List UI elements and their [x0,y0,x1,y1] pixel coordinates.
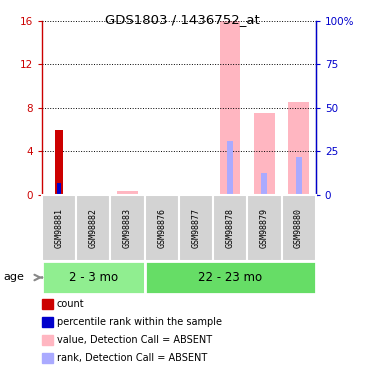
Text: GSM98881: GSM98881 [55,208,64,248]
Text: GSM98879: GSM98879 [260,208,269,248]
Bar [261,173,268,195]
Bar [145,195,179,261]
Bar [220,21,241,195]
Bar [55,130,63,195]
Bar [42,195,76,261]
Text: age: age [4,273,24,282]
Text: GSM98877: GSM98877 [192,208,200,248]
Text: GSM98876: GSM98876 [157,208,166,248]
Bar [288,102,309,195]
Text: count: count [57,299,84,309]
Text: rank, Detection Call = ABSENT: rank, Detection Call = ABSENT [57,353,207,363]
Text: GSM98883: GSM98883 [123,208,132,248]
Bar [247,195,281,261]
Bar [213,195,247,261]
Text: GSM98882: GSM98882 [89,208,98,248]
Text: percentile rank within the sample: percentile rank within the sample [57,317,222,327]
Bar [227,141,233,195]
Bar [254,113,274,195]
Text: GDS1803 / 1436752_at: GDS1803 / 1436752_at [105,13,260,26]
Bar [110,195,145,261]
Text: value, Detection Call = ABSENT: value, Detection Call = ABSENT [57,335,212,345]
Bar [296,157,302,195]
Bar [42,261,145,294]
Text: GSM98878: GSM98878 [226,208,235,248]
Text: 2 - 3 mo: 2 - 3 mo [69,271,118,284]
Text: GSM98880: GSM98880 [294,208,303,248]
Bar [281,195,316,261]
Bar [117,190,138,195]
Bar [76,195,110,261]
Text: 22 - 23 mo: 22 - 23 mo [198,271,262,284]
Bar [179,195,213,261]
Bar [57,183,61,195]
Bar [145,261,316,294]
